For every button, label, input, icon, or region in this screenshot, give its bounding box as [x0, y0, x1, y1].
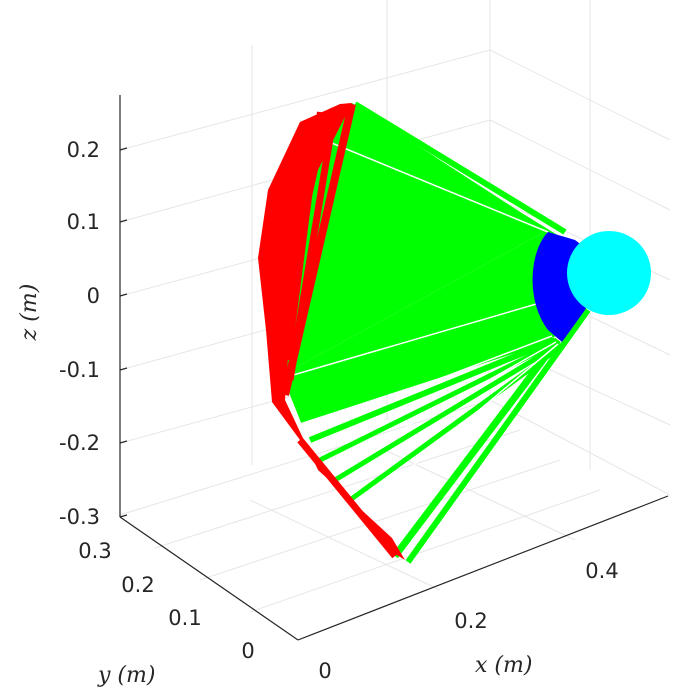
y-tick-label: 0.2: [121, 573, 154, 597]
red-link: [297, 437, 398, 559]
z-tick-label: 0: [87, 284, 100, 308]
y-axis-line: [119, 516, 299, 641]
z-tick-mark: [119, 440, 128, 444]
grid-line: [489, 119, 671, 211]
z-tick-label: 0.2: [67, 138, 100, 162]
z-tick-mark: [119, 219, 128, 223]
green-link: [348, 343, 564, 503]
grid-line: [384, 449, 576, 541]
red-link: [279, 123, 308, 341]
z-tick-label: -0.1: [59, 358, 100, 382]
y-axis-label: y (m): [97, 663, 155, 688]
green-link: [333, 341, 562, 483]
link-gap: [304, 335, 553, 431]
z-tick-mark: [119, 367, 128, 371]
tick-labels: -0.3 -0.2 -0.1 0 0.1 0.2 0 0.1 0.2 0.3 0 0.2 0.4: [59, 138, 619, 683]
y-tick-label: 0: [241, 639, 254, 663]
green-link-sweep: [282, 230, 560, 420]
z-tick-mark: [119, 293, 128, 297]
data-marks: [258, 101, 651, 564]
cyan-sphere: [567, 231, 651, 315]
z-tick-mark: [119, 147, 128, 151]
x-tick-label: 0: [318, 659, 331, 683]
grid-line: [249, 499, 441, 591]
grid-line: [489, 399, 671, 496]
x-tick-label: 0.4: [585, 559, 618, 583]
grid-line: [249, 489, 601, 613]
red-link: [285, 111, 323, 361]
green-link: [392, 337, 561, 559]
x-tick-label: 0.2: [454, 609, 487, 633]
link-gap: [329, 341, 557, 471]
z-tick-mark: [119, 514, 128, 518]
z-tick-label: -0.3: [59, 505, 100, 529]
green-link: [405, 308, 591, 564]
green-link: [318, 339, 560, 463]
grid-line: [119, 399, 491, 516]
green-link-sweep: [282, 103, 548, 375]
y-tick-label: 0.3: [78, 539, 111, 563]
z-tick-label: 0.1: [67, 210, 100, 234]
red-link: [286, 107, 339, 381]
link-gap: [282, 299, 551, 379]
link-gap: [359, 343, 559, 511]
grid-line: [199, 459, 561, 581]
x-axis-label: x (m): [475, 653, 532, 678]
green-link: [308, 337, 557, 443]
green-link: [353, 101, 567, 235]
y-tick-label: 0.1: [168, 606, 201, 630]
tick-marks: [119, 147, 128, 518]
z-tick-label: -0.2: [59, 431, 100, 455]
grid-line: [119, 49, 491, 151]
green-link: [343, 105, 562, 243]
grid-line: [489, 49, 671, 141]
axes: [119, 95, 669, 641]
z-axis-label: z (m): [17, 284, 42, 342]
x-axis-line: [297, 495, 669, 641]
